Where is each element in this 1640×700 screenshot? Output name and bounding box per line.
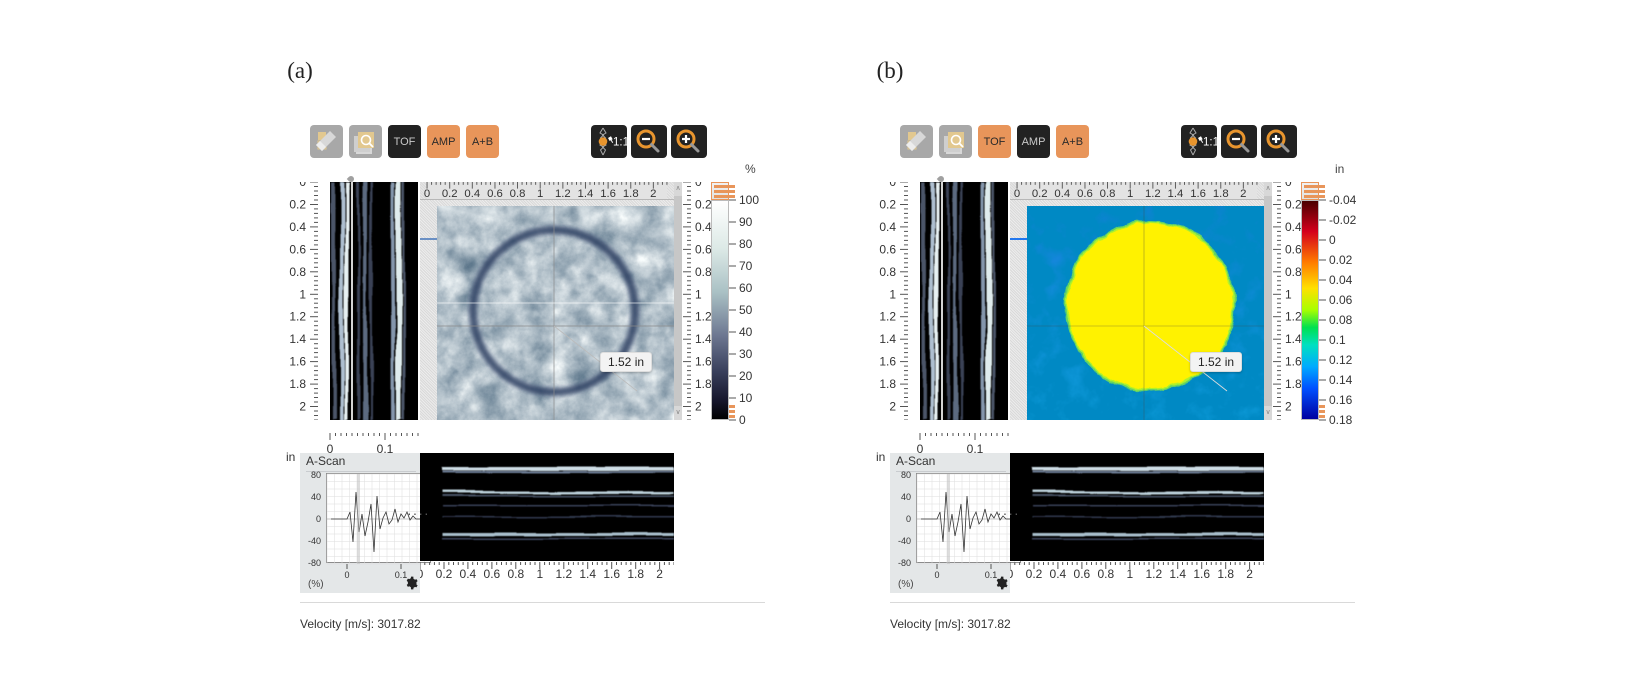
svg-text:1: 1 xyxy=(536,567,543,580)
svg-text:-0.02: -0.02 xyxy=(1329,213,1357,227)
svg-text:0.8: 0.8 xyxy=(289,265,306,279)
svg-text:1.6: 1.6 xyxy=(1285,355,1301,369)
svg-text:0.4: 0.4 xyxy=(1054,188,1070,200)
svg-text:0.4: 0.4 xyxy=(1285,220,1301,234)
svg-text:40: 40 xyxy=(311,492,321,502)
svg-text:0: 0 xyxy=(424,188,430,200)
svg-text:2: 2 xyxy=(1285,400,1292,414)
svg-text:1: 1 xyxy=(1285,287,1292,301)
svg-text:0.6: 0.6 xyxy=(1074,567,1091,580)
svg-text:0.4: 0.4 xyxy=(1050,567,1067,580)
svg-text:0: 0 xyxy=(934,570,939,580)
svg-text:0.04: 0.04 xyxy=(1329,273,1353,287)
svg-text:0.2: 0.2 xyxy=(1032,188,1048,200)
svg-text:0: 0 xyxy=(316,514,321,524)
svg-text:-40: -40 xyxy=(898,536,911,546)
svg-text:0.2: 0.2 xyxy=(1026,567,1043,580)
svg-text:1:1: 1:1 xyxy=(1203,137,1217,149)
svg-text:0.4: 0.4 xyxy=(289,220,306,234)
svg-text:0.16: 0.16 xyxy=(1329,393,1353,407)
svg-text:1.4: 1.4 xyxy=(289,332,306,346)
svg-text:0.1: 0.1 xyxy=(1329,333,1346,347)
svg-text:-0.04: -0.04 xyxy=(1329,193,1357,207)
svg-text:1.8: 1.8 xyxy=(289,377,306,391)
svg-text:0.2: 0.2 xyxy=(1285,198,1301,212)
svg-text:0.8: 0.8 xyxy=(510,188,526,200)
svg-text:0.2: 0.2 xyxy=(442,188,458,200)
svg-text:0.2: 0.2 xyxy=(879,198,896,212)
svg-text:1.4: 1.4 xyxy=(1168,188,1184,200)
svg-text:0: 0 xyxy=(1010,567,1014,580)
svg-text:0.6: 0.6 xyxy=(487,188,503,200)
svg-text:2: 2 xyxy=(1240,188,1246,200)
svg-text:0.8: 0.8 xyxy=(507,567,524,580)
svg-text:0: 0 xyxy=(889,182,896,189)
svg-text:-40: -40 xyxy=(308,536,321,546)
svg-text:80: 80 xyxy=(901,470,911,480)
svg-text:0: 0 xyxy=(299,182,306,189)
svg-text:0.12: 0.12 xyxy=(1329,353,1353,367)
svg-text:1: 1 xyxy=(1127,188,1133,200)
svg-text:40: 40 xyxy=(901,492,911,502)
svg-text:1.6: 1.6 xyxy=(1190,188,1206,200)
svg-text:0.4: 0.4 xyxy=(464,188,480,200)
svg-text:1.4: 1.4 xyxy=(1169,567,1186,580)
svg-text:-80: -80 xyxy=(308,558,321,568)
svg-text:0.4: 0.4 xyxy=(460,567,477,580)
svg-text:2: 2 xyxy=(299,400,306,414)
svg-text:1: 1 xyxy=(537,188,543,200)
svg-text:80: 80 xyxy=(311,470,321,480)
svg-text:1: 1 xyxy=(1126,567,1133,580)
svg-text:0.06: 0.06 xyxy=(1329,293,1353,307)
svg-text:0.6: 0.6 xyxy=(289,242,306,256)
svg-text:1.8: 1.8 xyxy=(1285,377,1301,391)
svg-text:0: 0 xyxy=(1014,188,1020,200)
svg-text:1.6: 1.6 xyxy=(1193,567,1210,580)
svg-text:0.6: 0.6 xyxy=(484,567,501,580)
svg-text:1.2: 1.2 xyxy=(1145,567,1162,580)
svg-text:0.6: 0.6 xyxy=(1285,242,1301,256)
svg-text:1.6: 1.6 xyxy=(879,355,896,369)
svg-text:0.8: 0.8 xyxy=(1285,265,1301,279)
svg-text:2: 2 xyxy=(889,400,896,414)
svg-text:2: 2 xyxy=(1246,567,1253,580)
svg-text:0.8: 0.8 xyxy=(1100,188,1116,200)
svg-text:0.6: 0.6 xyxy=(1077,188,1093,200)
svg-text:1.4: 1.4 xyxy=(1285,332,1301,346)
svg-text:1.8: 1.8 xyxy=(1213,188,1229,200)
svg-text:1.2: 1.2 xyxy=(555,567,572,580)
svg-text:1.8: 1.8 xyxy=(879,377,896,391)
svg-text:1.8: 1.8 xyxy=(1217,567,1234,580)
svg-text:0.2: 0.2 xyxy=(289,198,306,212)
svg-text:1.2: 1.2 xyxy=(879,310,896,324)
svg-text:0.14: 0.14 xyxy=(1329,373,1353,387)
svg-text:0: 0 xyxy=(420,567,424,580)
svg-text:0.6: 0.6 xyxy=(879,242,896,256)
svg-text:0.02: 0.02 xyxy=(1329,253,1353,267)
svg-text:-80: -80 xyxy=(898,558,911,568)
svg-text:1.2: 1.2 xyxy=(289,310,306,324)
svg-text:0.08: 0.08 xyxy=(1329,313,1353,327)
svg-text:0: 0 xyxy=(1285,182,1292,189)
svg-text:0: 0 xyxy=(1329,233,1336,247)
svg-text:1.6: 1.6 xyxy=(289,355,306,369)
svg-text:1.2: 1.2 xyxy=(555,188,571,200)
svg-text:1: 1 xyxy=(299,287,306,301)
svg-text:0: 0 xyxy=(344,570,349,580)
svg-text:1: 1 xyxy=(889,287,896,301)
svg-text:1.4: 1.4 xyxy=(879,332,896,346)
svg-text:0.2: 0.2 xyxy=(436,567,453,580)
svg-text:0: 0 xyxy=(906,514,911,524)
svg-text:0.8: 0.8 xyxy=(1097,567,1114,580)
svg-text:1.2: 1.2 xyxy=(1145,188,1161,200)
svg-text:0.4: 0.4 xyxy=(879,220,896,234)
svg-text:0.8: 0.8 xyxy=(879,265,896,279)
svg-text:0.18: 0.18 xyxy=(1329,413,1353,427)
svg-text:1.2: 1.2 xyxy=(1285,310,1301,324)
